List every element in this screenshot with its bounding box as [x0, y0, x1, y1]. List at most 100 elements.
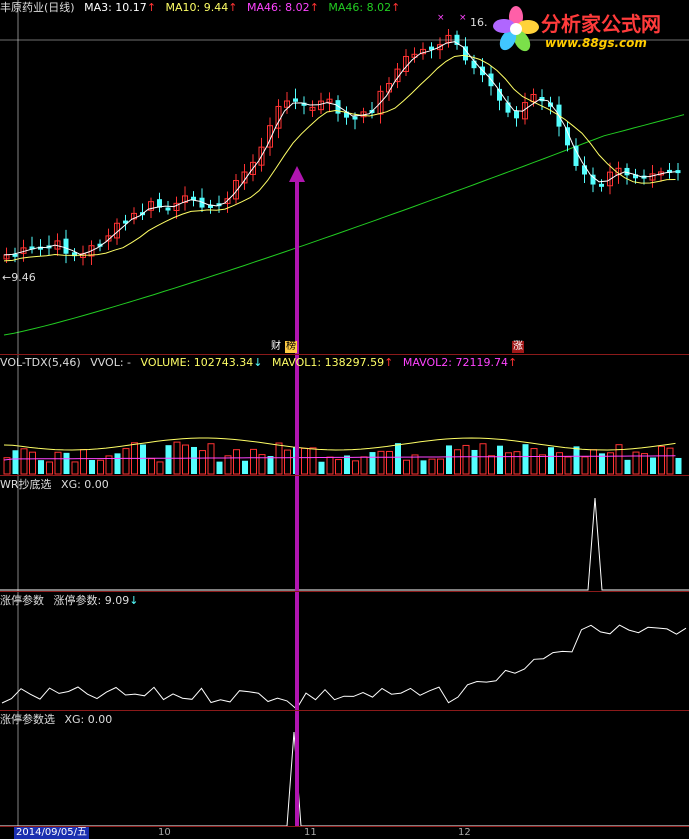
candle-body	[63, 238, 69, 254]
volume-bar	[63, 452, 70, 474]
candle-body	[208, 204, 213, 208]
site-logo: 分析家公式网 www.88gs.com	[491, 4, 681, 56]
volume-bar	[54, 451, 62, 475]
volume-bar	[207, 443, 215, 475]
volume-bar	[233, 449, 240, 475]
candle-body	[318, 100, 324, 111]
candle-body	[38, 246, 43, 250]
ma46-green-up-arrow: ↑	[391, 1, 401, 14]
volume-bar	[666, 447, 674, 475]
vol-title: VOL-TDX(5,46)	[0, 356, 81, 369]
candle-body	[352, 116, 358, 120]
volume-bar	[650, 457, 656, 474]
volume-bar	[105, 455, 113, 475]
candle-body	[284, 100, 290, 108]
volume-bar	[386, 450, 393, 475]
candle-body	[667, 169, 672, 173]
volume-bar	[3, 457, 11, 475]
badge-zhang[interactable]: 涨	[512, 341, 524, 353]
candle-body	[377, 90, 384, 115]
candle-body	[157, 199, 162, 208]
volume-bar	[658, 445, 665, 475]
ma46-line	[3, 114, 685, 336]
candle-body	[88, 245, 95, 257]
candle-body	[258, 146, 265, 166]
separator-zt-ztxg	[0, 710, 689, 711]
volume-bar	[446, 445, 452, 474]
ma46-value: MA46: 8.02	[246, 1, 310, 14]
candle-body	[97, 243, 103, 247]
candle-body	[123, 220, 128, 224]
candle-body	[573, 145, 579, 166]
volume-bar	[156, 461, 164, 475]
candle-body	[420, 48, 426, 55]
vvol-value: VVOL: -	[90, 356, 132, 369]
volume-bar	[539, 454, 546, 475]
candle-body	[471, 60, 477, 69]
volume-bar	[191, 446, 197, 474]
candle-body	[394, 68, 401, 83]
candle-body	[437, 44, 443, 51]
purple-arrow-head	[289, 166, 305, 182]
candle-body	[72, 252, 77, 257]
mavol2-value: MAVOL2: 72119.74	[402, 356, 508, 369]
volume-bar	[573, 446, 580, 474]
candle-body	[675, 170, 681, 174]
volume-bar	[641, 453, 648, 475]
volume-bar	[140, 444, 146, 474]
volume-bar	[581, 456, 589, 475]
volume-bar	[360, 456, 368, 475]
candle-body	[624, 167, 630, 176]
wr-title: WR抄底选	[0, 478, 52, 491]
candle-body	[105, 235, 112, 242]
volume-bar	[165, 445, 172, 474]
volume-bar	[284, 449, 291, 475]
volume-bar	[182, 444, 189, 475]
volume-bar	[122, 448, 130, 475]
volume-bar	[148, 458, 155, 475]
volume-bar	[513, 451, 521, 475]
axis-date-label[interactable]: 2014/09/05/五	[14, 827, 90, 839]
volume-bar	[12, 450, 19, 474]
mavol2-up-arrow: ↑	[507, 356, 518, 369]
volume-bar	[599, 453, 605, 474]
volume-bar	[556, 452, 563, 475]
candle-body	[301, 102, 307, 106]
zt-title: 涨停参数	[0, 594, 44, 607]
volume-bar	[590, 449, 597, 475]
volume-bar	[479, 443, 487, 475]
candle-body	[565, 127, 570, 146]
candle-body	[165, 207, 171, 211]
volume-bar	[89, 460, 95, 474]
candle-body	[463, 46, 468, 61]
ma3-up-arrow: ↑	[146, 1, 157, 14]
volume-bar	[369, 452, 376, 474]
volume-bar	[242, 460, 248, 474]
candle-body	[309, 106, 316, 111]
volume-bar	[471, 449, 478, 474]
candle-body	[267, 125, 273, 148]
volume-bar	[46, 461, 53, 475]
logo-url: www.88gs.com	[545, 36, 647, 50]
candle-body	[344, 111, 349, 118]
volume-bar	[29, 451, 36, 475]
volume-bar	[497, 445, 503, 474]
volume-value: VOLUME: 102743.34	[140, 356, 254, 369]
volume-bar	[377, 450, 385, 475]
badge-cai[interactable]: 财	[270, 341, 282, 353]
mavol1-value: MAVOL1: 138297.59	[271, 356, 385, 369]
ma10-up-arrow: ↑	[228, 1, 238, 14]
candle-body	[514, 110, 519, 119]
volume-bar	[675, 457, 682, 474]
candle-body	[497, 88, 502, 101]
logo-name: 分析家公式网	[541, 12, 661, 36]
badge-bang[interactable]: 榜	[285, 341, 297, 353]
candle-body	[233, 180, 239, 200]
volume-bar	[615, 444, 623, 475]
volume-bar	[395, 443, 401, 474]
volume-bar	[80, 449, 87, 475]
candle-body	[539, 96, 545, 102]
axis-tick-10: 10	[158, 827, 171, 838]
ztxg-title: 涨停参数选	[0, 713, 55, 726]
separator-volume-wr	[0, 475, 689, 476]
